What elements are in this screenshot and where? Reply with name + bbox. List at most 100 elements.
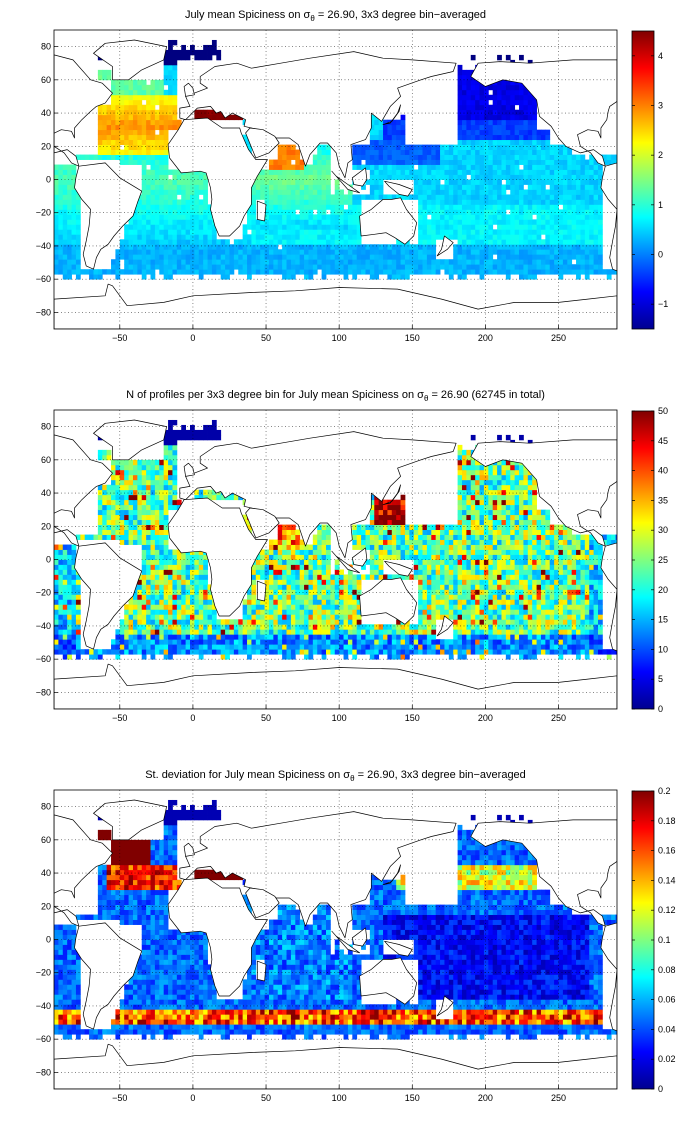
heatmap-cell [163,54,169,61]
heatmap-cell [549,649,555,655]
heatmap-cell [576,584,581,590]
heatmap-cell [334,184,340,190]
heatmap-cell [220,649,226,655]
heatmap-cell [396,169,401,175]
heatmap-cell [172,119,178,126]
heatmap-cell [220,239,226,245]
heatmap-cell [62,214,68,220]
heatmap-cell [154,79,160,86]
heatmap-cell [75,269,81,275]
heatmap-cell [58,179,64,185]
heatmap-cell [106,104,112,111]
heatmap-cell [176,224,182,230]
heatmap-cell [584,174,590,180]
heatmap-cell [545,624,551,630]
heatmap-cell [317,569,323,575]
heatmap-cell [273,609,279,615]
heatmap-cell [190,624,195,630]
heatmap-cell [461,579,467,585]
heatmap-cell [312,164,318,170]
heatmap-cell [295,234,301,240]
heatmap-cell [532,599,537,605]
heatmap-cell [426,229,432,235]
heatmap-cell [365,249,371,255]
heatmap-cell [562,574,568,580]
heatmap-cell [519,234,524,240]
heatmap-cell [475,244,480,250]
heatmap-cell [321,604,327,610]
heatmap-cell [483,619,489,625]
heatmap-cell [295,189,301,195]
heatmap-cell [457,109,463,116]
heatmap-cell [71,244,77,250]
heatmap-cell [567,194,573,200]
heatmap-cell [562,264,568,270]
heatmap-cell [505,219,511,225]
heatmap-cell [426,194,432,200]
heatmap-cell [567,229,573,235]
heatmap-cell [497,574,502,580]
heatmap-cell [448,574,454,580]
heatmap-cell [440,169,445,175]
heatmap-cell [589,614,595,620]
heatmap-cell [159,99,165,106]
heatmap-cell [549,589,555,595]
heatmap-cell [97,124,103,131]
heatmap-cell [567,634,573,640]
heatmap-cell [409,649,415,655]
heatmap-cell [615,269,617,275]
heatmap-cell [119,624,125,630]
heatmap-cell [418,159,423,165]
heatmap-cell [207,634,213,640]
heatmap-cell [115,84,121,91]
heatmap-cell [584,189,590,195]
heatmap-cell [317,639,323,645]
heatmap-cell [554,144,559,150]
heatmap-cell [597,269,603,275]
heatmap-cell [304,574,309,580]
heatmap-cell [369,639,375,645]
heatmap-cell [479,574,485,580]
heatmap-cell [251,264,257,270]
heatmap-cell [422,609,428,615]
heatmap-cell [453,249,459,255]
heatmap-cell [304,239,309,245]
heatmap-cell [483,249,489,255]
heatmap-cell [216,259,222,265]
heatmap-cell [470,264,476,270]
heatmap-cell [198,629,204,635]
heatmap-cell [321,169,327,175]
heatmap-cell [282,614,287,620]
heatmap-cell [536,589,542,595]
heatmap-cell [277,204,283,210]
heatmap-cell [457,69,463,76]
heatmap-cell [277,639,283,645]
heatmap-cell [176,214,182,220]
heatmap-cell [277,644,283,650]
heatmap-cell [150,259,156,265]
heatmap-cell [334,574,340,580]
heatmap-cell [207,109,213,116]
heatmap-cell [71,164,77,170]
heatmap-cell [194,644,200,650]
heatmap-cell [426,259,432,265]
heatmap-cell [492,149,498,155]
heatmap-cell [317,619,323,625]
heatmap-cell [523,204,529,210]
heatmap-cell [523,264,529,270]
heatmap-cell [554,629,559,635]
heatmap-cell [75,244,81,250]
heatmap-cell [365,159,371,165]
heatmap-cell [576,574,581,580]
heatmap-cell [501,619,507,625]
heatmap-cell [461,229,467,235]
heatmap-cell [124,249,129,255]
heatmap-cell [102,139,108,146]
heatmap-cell [137,134,143,141]
y-tick-label: 60 [41,75,51,85]
heatmap-cell [431,599,437,605]
heatmap-cell [181,594,187,600]
heatmap-cell [317,209,323,215]
heatmap-cell [168,54,173,61]
heatmap-cell [580,644,586,650]
